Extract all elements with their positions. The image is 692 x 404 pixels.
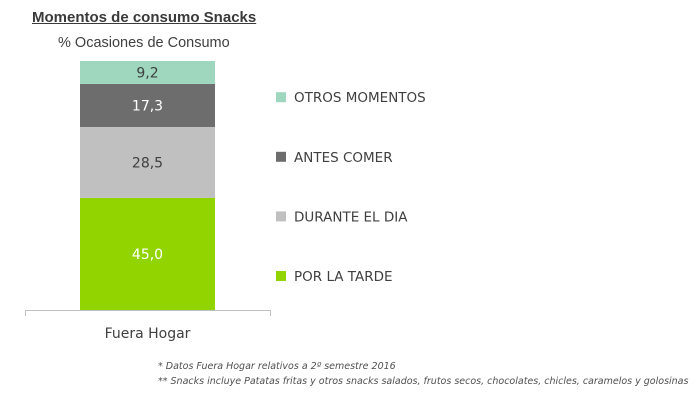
chart-subtitle: % Ocasiones de Consumo: [58, 35, 230, 51]
data-label: 9,2: [136, 65, 158, 81]
chart-title: Momentos de consumo Snacks: [32, 9, 257, 26]
footnote-2: ** Snacks incluye Patatas fritas y otros…: [158, 376, 689, 387]
data-label: 17,3: [132, 98, 163, 114]
footnote-1: * Datos Fuera Hogar relativos a 2º semes…: [158, 361, 396, 372]
x-axis-line: [25, 310, 271, 316]
legend-label: ANTES COMER: [294, 150, 393, 166]
x-tick-label: Fuera Hogar: [105, 326, 191, 342]
legend-marker: [276, 151, 286, 162]
bar-segment-por-la-tarde: [80, 197, 215, 310]
legend-label: OTROS MOMENTOS: [294, 90, 426, 106]
legend-marker: [276, 211, 286, 222]
bar-segment-otros-momentos: [80, 61, 215, 84]
bar-segment-antes-comer: [80, 83, 215, 127]
legend-label: POR LA TARDE: [294, 269, 393, 285]
data-label: 28,5: [132, 155, 163, 171]
legend-marker: [276, 271, 286, 281]
data-label: 45,0: [132, 247, 163, 263]
bar-segment-durante-el-dia: [80, 126, 215, 198]
legend-marker: [276, 92, 286, 103]
legend-label: DURANTE EL DIA: [294, 209, 408, 225]
